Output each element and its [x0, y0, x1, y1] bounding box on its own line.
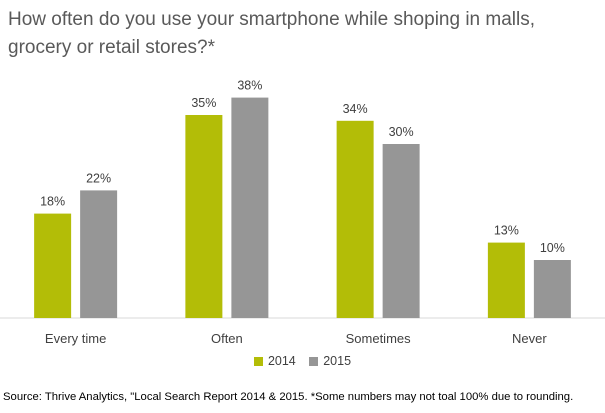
- bar-2014-every-time: [34, 213, 72, 318]
- bar-2015-often: [231, 97, 269, 318]
- category-label: Every time: [45, 331, 106, 346]
- bar-2015-sometimes: [382, 144, 420, 318]
- legend-item-2014: 2014: [253, 354, 296, 368]
- category-label: Never: [512, 331, 547, 346]
- bar-2015-never: [533, 260, 571, 318]
- data-label: 35%: [191, 96, 216, 110]
- legend: 2014 2015: [0, 354, 605, 369]
- data-label: 38%: [237, 79, 262, 93]
- legend-swatch-2014: [253, 356, 263, 366]
- category-label: Often: [211, 331, 243, 346]
- data-label: 34%: [343, 102, 368, 116]
- data-label: 13%: [494, 224, 519, 238]
- legend-item-2015: 2015: [309, 354, 351, 368]
- data-label: 10%: [540, 241, 565, 255]
- bar-2014-never: [487, 242, 525, 318]
- legend-swatch-2015: [309, 356, 319, 366]
- chart-title: How often do you use your smartphone whi…: [8, 9, 536, 58]
- source-note: Source: Thrive Analytics, "Local Search …: [3, 391, 574, 403]
- data-label: 22%: [86, 171, 111, 185]
- bar-2014-sometimes: [336, 120, 374, 318]
- legend-label-2015: 2015: [323, 354, 352, 368]
- bar-2015-every-time: [80, 190, 118, 318]
- data-label: 30%: [389, 125, 414, 139]
- category-label: Sometimes: [346, 331, 412, 346]
- data-label: 18%: [40, 195, 65, 209]
- bar-2014-often: [185, 115, 223, 318]
- legend-label-2014: 2014: [267, 354, 296, 368]
